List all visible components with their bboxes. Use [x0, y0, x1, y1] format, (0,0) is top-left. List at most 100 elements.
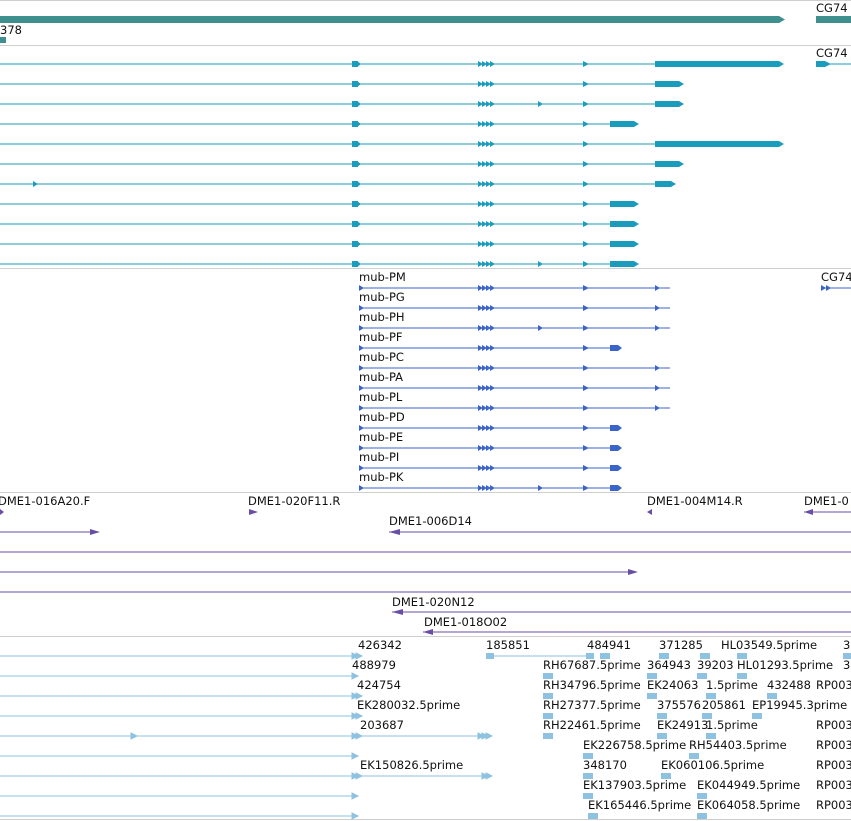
est-label: 484941 — [587, 638, 631, 652]
strand-arrow-icon — [482, 101, 487, 107]
est-exon — [737, 673, 747, 679]
clone-feature[interactable] — [647, 509, 652, 515]
strand-arrow-icon — [478, 221, 483, 227]
est-feature[interactable] — [0, 772, 671, 780]
protein-model[interactable] — [359, 345, 622, 351]
est-feature[interactable] — [0, 792, 707, 800]
strand-arrow-icon — [490, 141, 495, 147]
clone-label: DME1-018O02 — [424, 615, 507, 629]
clone-feature[interactable] — [0, 509, 4, 515]
strand-arrow-icon — [482, 241, 487, 247]
protein-model[interactable] — [359, 285, 670, 291]
strand-arrow-icon — [357, 201, 361, 207]
strand-arrow-icon — [486, 425, 491, 431]
est-feature[interactable] — [0, 752, 699, 760]
clone-feature[interactable] — [249, 509, 258, 515]
est-feature[interactable] — [0, 732, 716, 740]
strand-arrow-icon — [583, 61, 589, 67]
est-exon — [351, 692, 360, 700]
gene-feature[interactable] — [0, 37, 6, 43]
protein-model[interactable] — [359, 365, 670, 371]
est-exon — [351, 812, 360, 820]
strand-arrow-icon — [478, 201, 483, 207]
protein-model[interactable] — [359, 445, 622, 451]
transcript-exon — [352, 201, 358, 207]
transcript-utr — [610, 241, 634, 247]
protein-model[interactable] — [359, 425, 622, 431]
transcript-model[interactable] — [0, 181, 676, 187]
protein-model[interactable] — [359, 385, 670, 391]
strand-arrow-icon — [490, 325, 495, 331]
transcript-model[interactable] — [0, 61, 784, 67]
strand-arrow-icon — [490, 81, 495, 87]
est-feature[interactable] — [486, 653, 594, 659]
gene-feature[interactable] — [816, 16, 851, 23]
clone-feature[interactable] — [0, 529, 100, 535]
transcript-model[interactable] — [0, 81, 684, 87]
strand-arrow-icon — [478, 405, 483, 411]
transcript-model[interactable] — [0, 121, 639, 127]
strand-arrow-icon — [679, 81, 684, 87]
gene-feature[interactable] — [0, 16, 779, 23]
strand-arrow-icon — [357, 161, 361, 167]
est-exon — [689, 753, 699, 759]
est-feature[interactable] — [0, 652, 364, 660]
clone-feature[interactable] — [392, 609, 851, 615]
transcript-model[interactable] — [0, 201, 639, 207]
est-feature[interactable] — [0, 812, 707, 820]
strand-arrow-icon — [679, 161, 684, 167]
strand-arrow-icon — [490, 305, 495, 311]
transcript-utr — [655, 181, 671, 187]
strand-arrow-icon — [482, 345, 487, 351]
protein-label: mub-PI — [359, 450, 399, 464]
est-label: EP19945.3prime — [752, 698, 847, 712]
transcript-model[interactable] — [0, 221, 639, 227]
strand-arrow-icon — [482, 485, 487, 491]
protein-model[interactable] — [359, 485, 622, 491]
strand-arrow-icon — [490, 485, 495, 491]
transcript-model[interactable] — [0, 161, 684, 167]
strand-arrow-icon — [482, 445, 487, 451]
transcript-model[interactable] — [0, 261, 639, 267]
transcript-model[interactable] — [0, 141, 784, 147]
protein-model[interactable] — [359, 325, 670, 331]
est-label: 185851 — [486, 638, 530, 652]
est-exon — [583, 773, 593, 779]
est-feature[interactable] — [0, 712, 762, 720]
est-feature[interactable] — [600, 653, 851, 659]
strand-arrow-icon — [779, 61, 784, 67]
protein-model[interactable] — [359, 405, 670, 411]
est-feature[interactable] — [0, 672, 747, 680]
est-feature[interactable] — [0, 692, 777, 700]
protein-model[interactable] — [359, 465, 622, 471]
strand-arrow-icon — [486, 345, 491, 351]
transcript-model[interactable] — [0, 101, 684, 107]
transcript-cg74[interactable] — [816, 61, 851, 67]
est-label: 1.5prime — [706, 718, 758, 732]
strand-arrow-icon — [490, 61, 495, 67]
est-track: 426342 185851 484941 371285 HL03549.5pri… — [0, 638, 851, 820]
strand-arrow-icon — [33, 181, 38, 187]
strand-arrow-icon — [490, 241, 495, 247]
transcript-utr — [655, 101, 679, 107]
protein-cg74[interactable] — [821, 285, 851, 291]
clone-feature[interactable] — [389, 529, 851, 535]
clone-feature[interactable] — [0, 569, 638, 575]
strand-arrow-icon — [490, 201, 495, 207]
strand-arrow-icon — [357, 241, 361, 247]
strand-arrow-icon — [357, 121, 361, 127]
transcript-model[interactable] — [0, 241, 639, 247]
strand-arrow-icon — [583, 141, 589, 147]
strand-arrow-icon — [583, 305, 589, 311]
strand-arrow-icon — [478, 325, 483, 331]
strand-arrow-icon — [825, 61, 831, 67]
clone-feature[interactable] — [804, 509, 851, 515]
protein-model[interactable] — [359, 305, 670, 311]
clone-label: DME1-020N12 — [392, 595, 475, 609]
strand-arrow-icon — [655, 405, 660, 411]
strand-arrow-icon — [482, 81, 487, 87]
est-exon — [543, 673, 553, 679]
protein-label: mub-PC — [359, 350, 404, 364]
clone-feature[interactable] — [423, 629, 851, 635]
